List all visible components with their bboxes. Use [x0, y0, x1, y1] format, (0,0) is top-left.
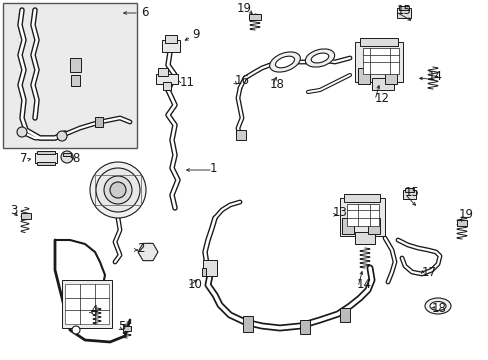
Text: 3: 3 — [10, 203, 18, 216]
Circle shape — [96, 168, 140, 212]
Bar — [202, 268, 205, 276]
Bar — [346, 204, 378, 226]
Bar — [162, 40, 180, 52]
Bar — [158, 68, 168, 76]
Bar — [37, 162, 55, 165]
Bar — [396, 8, 410, 18]
Text: 5: 5 — [118, 320, 125, 333]
Circle shape — [72, 326, 80, 334]
Text: 18: 18 — [431, 302, 446, 315]
Ellipse shape — [269, 52, 300, 72]
Bar — [62, 280, 112, 328]
Text: 12: 12 — [374, 91, 389, 104]
Bar — [371, 78, 393, 90]
Bar — [203, 260, 217, 276]
Text: 15: 15 — [396, 4, 411, 17]
Bar — [35, 153, 57, 163]
Text: 8: 8 — [72, 152, 79, 165]
Text: 11: 11 — [180, 76, 195, 89]
Bar — [95, 117, 103, 127]
Bar — [341, 218, 353, 234]
Bar — [243, 316, 252, 332]
Bar — [384, 68, 396, 84]
Bar — [398, 6, 408, 10]
Text: 17: 17 — [421, 266, 436, 279]
Bar — [164, 35, 177, 43]
Ellipse shape — [424, 298, 450, 314]
Bar — [70, 58, 81, 72]
Bar — [339, 308, 349, 322]
Text: 13: 13 — [332, 207, 347, 220]
Circle shape — [142, 247, 153, 257]
Bar — [3, 3, 137, 148]
Bar — [359, 38, 397, 46]
Bar — [71, 75, 80, 86]
Bar — [248, 14, 261, 20]
Text: 9: 9 — [192, 28, 199, 41]
Bar — [95, 175, 141, 205]
Bar — [367, 218, 379, 234]
Bar — [404, 188, 413, 192]
Text: 1: 1 — [209, 162, 217, 175]
Circle shape — [57, 131, 67, 141]
Text: 4: 4 — [90, 303, 97, 316]
Bar — [299, 320, 309, 334]
Bar — [456, 220, 466, 226]
Bar — [236, 130, 245, 140]
Ellipse shape — [310, 53, 328, 63]
Ellipse shape — [429, 302, 445, 310]
Text: 2: 2 — [137, 242, 144, 255]
Bar — [63, 153, 71, 156]
Bar — [354, 232, 374, 244]
Text: 19: 19 — [237, 1, 251, 14]
Bar — [65, 284, 109, 324]
Ellipse shape — [275, 56, 294, 68]
Bar — [354, 42, 402, 82]
Ellipse shape — [305, 49, 334, 67]
Bar — [402, 190, 415, 199]
Bar — [362, 48, 398, 74]
Bar — [156, 74, 178, 84]
Text: 15: 15 — [404, 185, 419, 198]
Bar — [163, 82, 171, 90]
Circle shape — [90, 162, 146, 218]
Text: 19: 19 — [458, 208, 473, 221]
Bar — [21, 213, 31, 219]
Text: 10: 10 — [187, 278, 203, 291]
Text: 18: 18 — [269, 77, 285, 90]
Bar — [357, 68, 369, 84]
Bar — [37, 151, 55, 154]
Text: 14: 14 — [427, 71, 442, 84]
Text: 14: 14 — [356, 279, 371, 292]
Circle shape — [104, 176, 132, 204]
Text: 7: 7 — [20, 152, 27, 165]
Bar — [339, 198, 384, 236]
Text: 6: 6 — [141, 5, 148, 18]
Circle shape — [17, 127, 27, 137]
Bar — [123, 326, 131, 331]
Circle shape — [110, 182, 126, 198]
Bar — [343, 194, 379, 202]
Text: 16: 16 — [235, 73, 249, 86]
Circle shape — [61, 151, 73, 163]
